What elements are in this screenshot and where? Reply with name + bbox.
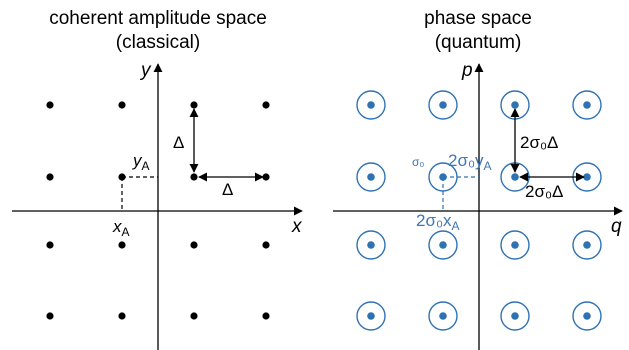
quantum-lattice-point	[583, 312, 591, 320]
classical-lattice-point	[118, 312, 126, 320]
classical-lattice-point	[190, 101, 198, 109]
classical-point-a-y-label: yA	[132, 151, 150, 173]
quantum-sigma-label: σ₀	[412, 155, 424, 169]
quantum-uncertainty-circle	[428, 230, 458, 260]
classical-lattice-point	[46, 312, 54, 320]
classical-title-line1: coherent amplitude space	[49, 8, 267, 29]
quantum-lattice-point	[511, 173, 519, 181]
quantum-y-axis-label: p	[461, 60, 473, 81]
quantum-uncertainty-circle	[356, 301, 386, 331]
quantum-lattice-point	[367, 241, 375, 249]
quantum-lattice-point	[367, 101, 375, 109]
classical-x-axis-label: x	[291, 216, 303, 237]
classical-delta-vertical-label: Δ	[173, 133, 184, 152]
classical-lattice-point	[262, 101, 270, 109]
quantum-uncertainty-circle	[356, 230, 386, 260]
classical-lattice-point	[46, 101, 54, 109]
classical-lattice-point	[118, 241, 126, 249]
classical-delta-horizontal-label: Δ	[222, 180, 233, 199]
classical-lattice-point	[262, 241, 270, 249]
quantum-horizontal-spacing-label: 2σ₀Δ	[525, 182, 563, 201]
classical-title-line2: (classical)	[116, 32, 200, 53]
quantum-lattice-point	[367, 312, 375, 320]
classical-lattice-point	[118, 101, 126, 109]
classical-lattice-point	[190, 312, 198, 320]
quantum-point-a-q-label: 2σ₀xA	[416, 211, 460, 233]
quantum-title-line2: (quantum)	[435, 32, 522, 53]
classical-panel: coherent amplitude space (classical) x y…	[12, 8, 303, 350]
quantum-uncertainty-circle	[572, 230, 602, 260]
quantum-uncertainty-circle	[356, 90, 386, 120]
quantum-title-line1: phase space	[424, 8, 532, 29]
quantum-panel: phase space (quantum) q p 2σ₀Δ 2σ₀Δ σ₀ 2…	[333, 8, 623, 350]
classical-lattice-point	[190, 173, 198, 181]
classical-y-axis-label: y	[139, 60, 152, 81]
quantum-uncertainty-circle	[428, 90, 458, 120]
classical-lattice-point	[46, 241, 54, 249]
quantum-lattice-point	[583, 101, 591, 109]
quantum-x-axis-label: q	[611, 216, 622, 237]
quantum-uncertainty-circle	[572, 301, 602, 331]
quantum-vertical-spacing-label: 2σ₀Δ	[520, 133, 558, 152]
quantum-lattice-point	[583, 173, 591, 181]
quantum-uncertainty-circle	[500, 301, 530, 331]
quantum-lattice-point	[367, 173, 375, 181]
classical-lattice-point	[190, 241, 198, 249]
quantum-uncertainty-circle	[356, 162, 386, 192]
quantum-uncertainty-circle	[572, 90, 602, 120]
quantum-lattice-point	[439, 101, 447, 109]
quantum-point-a-p-label: 2σ₀yA	[448, 151, 492, 173]
quantum-lattice-point	[439, 241, 447, 249]
quantum-lattice-point	[511, 101, 519, 109]
quantum-uncertainty-circle	[500, 230, 530, 260]
quantum-uncertainty-circle	[428, 301, 458, 331]
classical-lattice-point	[262, 312, 270, 320]
classical-point-a-x-label: xA	[112, 217, 130, 239]
quantum-lattice-point	[583, 241, 591, 249]
classical-lattice-point	[262, 173, 270, 181]
classical-lattice-point	[46, 173, 54, 181]
quantum-lattice-point	[511, 241, 519, 249]
classical-lattice-points	[46, 101, 270, 320]
quantum-lattice-point	[511, 312, 519, 320]
quantum-lattice-point	[439, 312, 447, 320]
